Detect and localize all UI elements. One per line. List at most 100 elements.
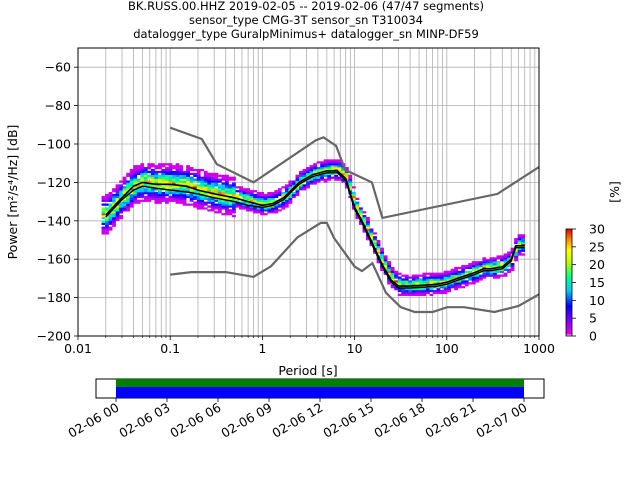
density-cell xyxy=(418,278,423,281)
density-cell xyxy=(133,168,138,172)
density-cell xyxy=(500,263,504,266)
density-cell xyxy=(224,205,229,208)
density-cell xyxy=(387,270,392,273)
density-cell xyxy=(401,280,406,283)
density-cell xyxy=(126,172,131,176)
density-cell xyxy=(224,201,229,204)
density-cell xyxy=(443,282,448,285)
chart-title: BK.RUSS.00.HHZ 2019-02-05 -- 2019-02-06 … xyxy=(128,0,484,41)
density-cell xyxy=(376,245,381,248)
density-cell xyxy=(186,174,190,177)
density-cell xyxy=(221,201,226,204)
density-cell xyxy=(200,176,205,179)
density-cell xyxy=(193,184,198,187)
density-cell xyxy=(147,176,152,179)
density-cell xyxy=(133,192,138,195)
density-cell xyxy=(461,286,466,289)
density-cell xyxy=(362,216,367,220)
density-cell xyxy=(507,264,511,268)
density-cell xyxy=(108,213,113,216)
density-cell xyxy=(119,184,123,187)
density-cell xyxy=(242,197,247,200)
density-cell xyxy=(267,193,272,197)
density-cell xyxy=(140,195,145,199)
density-cell xyxy=(503,266,508,270)
density-cell xyxy=(105,207,109,210)
density-cell xyxy=(380,268,384,272)
density-cell xyxy=(355,215,360,218)
density-cell xyxy=(228,184,233,187)
density-cell xyxy=(249,203,254,206)
density-cell xyxy=(179,168,183,172)
density-cell xyxy=(147,184,152,187)
density-cell xyxy=(175,176,180,179)
density-cell xyxy=(323,163,328,166)
density-cell xyxy=(210,199,215,202)
density-cell xyxy=(175,186,180,189)
density-cell xyxy=(136,180,141,183)
density-cell xyxy=(454,270,459,273)
density-cell xyxy=(443,270,448,273)
density-cell xyxy=(232,182,236,185)
density-cell xyxy=(112,213,116,216)
density-cell xyxy=(122,209,127,212)
density-cell xyxy=(221,203,226,206)
density-cell xyxy=(136,201,141,204)
density-cell xyxy=(418,280,423,283)
density-cell xyxy=(408,289,413,293)
density-cell xyxy=(351,192,356,195)
density-cell xyxy=(126,184,131,187)
density-cell xyxy=(373,241,377,245)
density-cell xyxy=(327,172,332,176)
density-cell xyxy=(196,180,201,183)
density-cell xyxy=(387,268,392,272)
density-cell xyxy=(249,209,254,212)
density-cell xyxy=(471,261,476,264)
density-cell xyxy=(492,270,497,273)
density-cell xyxy=(281,203,286,206)
timeline-tick-label: 02-06 03 xyxy=(116,400,172,441)
density-cell xyxy=(207,186,212,189)
density-cell xyxy=(207,188,212,191)
density-cell xyxy=(196,203,201,206)
density-cell xyxy=(337,176,342,179)
density-cell xyxy=(429,289,434,293)
density-cell xyxy=(461,278,466,281)
density-cell xyxy=(425,288,430,291)
density-cell xyxy=(133,180,138,183)
density-cell xyxy=(122,176,127,179)
density-cell xyxy=(500,264,504,268)
density-cell xyxy=(408,284,413,287)
density-cell xyxy=(242,190,247,193)
y-tick-label: −100 xyxy=(37,137,71,152)
density-cell xyxy=(161,172,166,176)
density-cell xyxy=(454,276,459,279)
density-cell xyxy=(112,215,116,218)
density-cell xyxy=(253,197,258,200)
density-cell xyxy=(133,170,138,174)
density-cell xyxy=(503,268,508,272)
density-cell xyxy=(320,161,325,164)
density-cell xyxy=(154,176,159,179)
plot-area[interactable]: 0.01 0.1 1 10 100 1000 −60 −80 −100 −120 −140 −160… xyxy=(37,47,555,356)
density-cell xyxy=(179,165,183,168)
density-cell xyxy=(129,184,134,187)
density-cell xyxy=(341,168,346,172)
density-cell xyxy=(309,182,314,185)
density-cell xyxy=(122,192,127,195)
density-cell xyxy=(179,178,183,181)
density-cell xyxy=(351,193,356,197)
density-cell xyxy=(122,188,127,191)
density-cell xyxy=(101,228,106,231)
density-cell xyxy=(425,280,430,283)
density-cell xyxy=(101,226,106,229)
density-cell xyxy=(358,207,363,210)
density-cell xyxy=(147,190,152,193)
density-cell xyxy=(193,180,198,183)
density-cell xyxy=(267,199,272,202)
density-cell xyxy=(302,170,307,174)
density-cell xyxy=(443,289,448,293)
density-cell xyxy=(373,232,377,235)
density-cell xyxy=(401,289,406,293)
density-cell xyxy=(203,201,208,204)
